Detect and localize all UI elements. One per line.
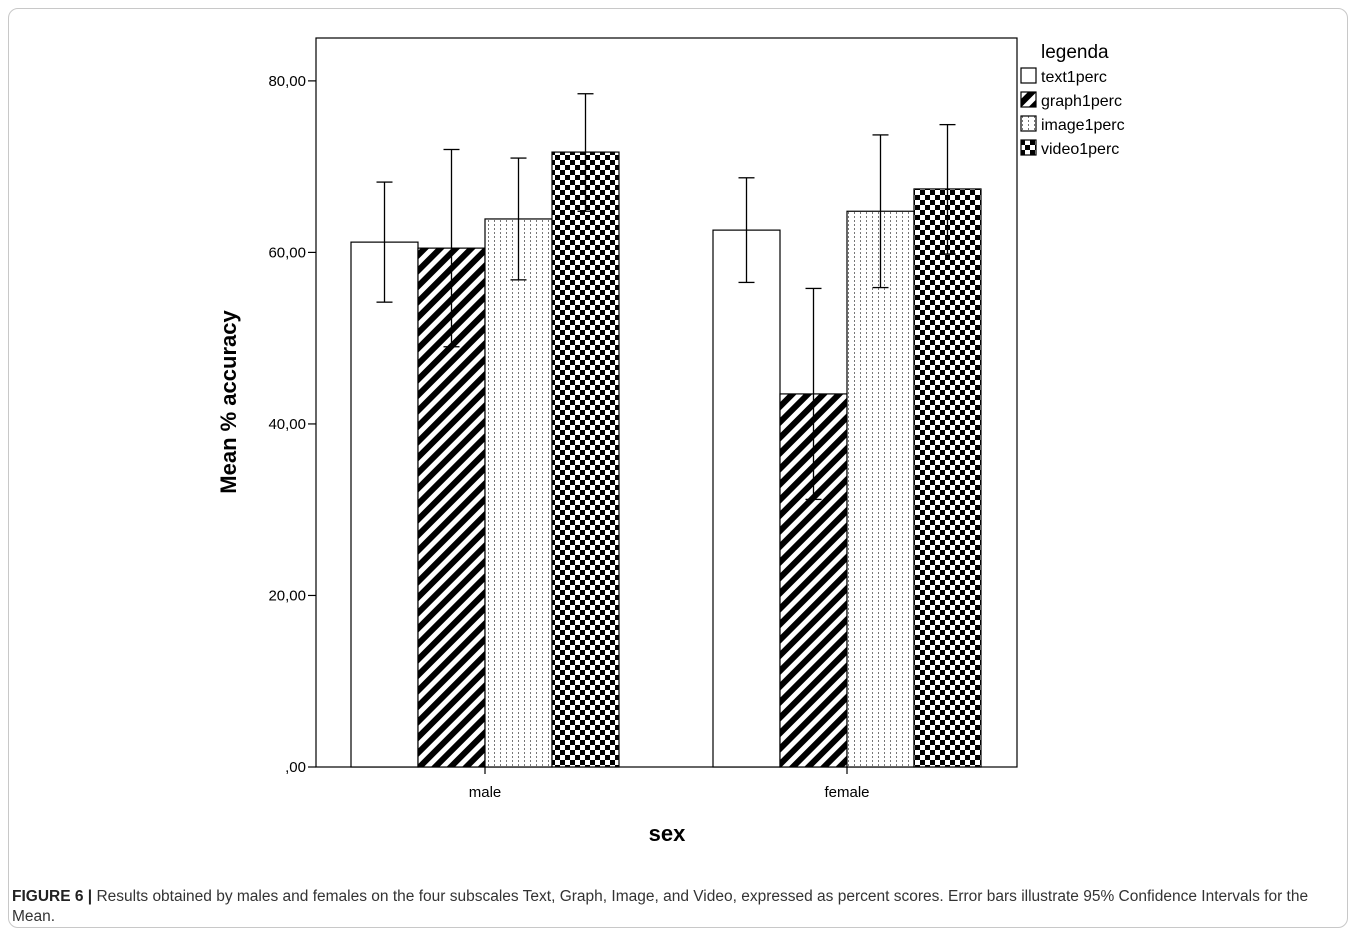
legend-item: video1perc [1020,139,1119,158]
bar-video1perc-female [913,188,982,768]
y-axis: ,00 20,00 40,00 60,00 80,00 [268,73,316,776]
plot-area [315,37,1018,768]
caption-text: Results obtained by males and females on… [12,888,1309,925]
caption-label: FIGURE 6 | [12,888,93,905]
x-tick-label: male [469,784,502,801]
x-tick-label: female [824,784,869,801]
y-axis-title: Mean % accuracy [216,310,241,494]
error-bars-layer [376,93,956,501]
legend-title: legenda [1041,42,1109,63]
legend-label: graph1perc [1041,93,1122,110]
bar-image1perc-male [484,218,553,768]
y-tick-label: ,00 [285,759,306,776]
bar-chart: ,00 20,00 40,00 60,00 80,00 male female Mean … [216,37,1125,846]
y-tick-label: 80,00 [268,73,306,90]
legend-item: text1perc [1020,67,1107,86]
x-axis-title: sex [649,821,686,846]
figure-frame [8,8,1348,928]
legend-swatch [1020,67,1037,84]
bar-text1perc-female [712,229,781,768]
figure-caption: FIGURE 6 | Results obtained by males and… [0,887,1340,927]
y-tick-label: 60,00 [268,244,306,261]
bar-image1perc-female [846,210,915,768]
legend-swatch [1020,91,1037,108]
legend-item: image1perc [1020,115,1125,134]
bars-layer [350,151,982,768]
x-axis: male female [469,767,870,801]
y-tick-label: 20,00 [268,587,306,604]
bar-text1perc-male [350,241,419,768]
legend-label: text1perc [1041,69,1107,86]
legend-item: graph1perc [1020,91,1122,110]
legend-label: video1perc [1041,141,1119,158]
y-tick-label: 40,00 [268,416,306,433]
legend-label: image1perc [1041,117,1125,134]
legend-swatch [1020,139,1037,156]
legend: legenda text1perc graph1perc image1perc vid… [1020,42,1125,158]
bar-video1perc-male [551,151,620,768]
legend-swatch [1020,115,1037,132]
